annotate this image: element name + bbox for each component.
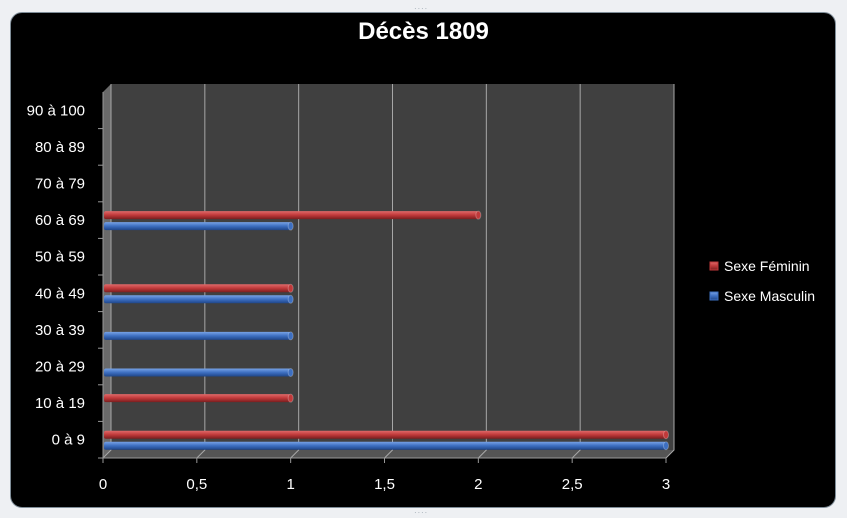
gridline [665, 84, 675, 459]
bar [104, 430, 666, 439]
y-tick-label: 60 à 69 [35, 212, 85, 229]
plot-side-wall [103, 84, 111, 458]
gridline [477, 84, 487, 459]
bar [104, 211, 479, 220]
gridline [384, 84, 393, 459]
bar-cap [287, 283, 294, 293]
y-tick-label: 0 à 9 [52, 432, 85, 449]
y-tick-label: 40 à 49 [35, 285, 85, 302]
y-tick-label: 20 à 29 [35, 359, 85, 376]
bar [104, 284, 291, 293]
bar-cap [287, 368, 294, 377]
bar-cap [287, 221, 294, 231]
resize-handle-bottom[interactable]: ∙∙∙∙ [414, 507, 429, 517]
bar-cap [663, 441, 669, 451]
x-tick-label: 1 [286, 476, 294, 493]
y-tick-label: 90 à 100 [27, 102, 85, 119]
x-tick-label: 1,5 [374, 476, 395, 493]
legend-swatch [709, 261, 719, 271]
x-tick-label: 2,5 [562, 476, 583, 493]
gridline [290, 84, 300, 459]
bar-cap [663, 430, 669, 440]
gridline [571, 84, 581, 459]
legend-label: Sexe Masculin [724, 288, 815, 304]
x-tick-label: 3 [662, 476, 670, 493]
bar-cap [287, 294, 294, 304]
y-tick-label: 10 à 19 [35, 395, 85, 412]
y-tick-label: 80 à 89 [35, 139, 85, 156]
bar [104, 394, 291, 403]
gridline [102, 84, 112, 459]
x-tick-label: 0 [99, 476, 107, 493]
bar [104, 368, 291, 377]
chart-title: Décès 1809 [358, 18, 489, 45]
bar-cap [287, 331, 294, 341]
bar-cap [475, 210, 482, 220]
bar [104, 331, 291, 340]
gridline [196, 84, 206, 459]
y-tick-label: 50 à 59 [35, 249, 85, 266]
bar [104, 441, 666, 450]
x-tick-label: 0,5 [186, 476, 207, 493]
bar [104, 295, 291, 304]
y-tick-label: 30 à 39 [35, 322, 85, 339]
bar [104, 222, 291, 231]
bar-cap [287, 393, 294, 403]
legend-label: Sexe Féminin [724, 258, 810, 274]
y-tick-label: 70 à 79 [35, 176, 85, 193]
legend-swatch [709, 291, 719, 301]
resize-handle-top[interactable]: ∙∙∙∙ [414, 3, 429, 13]
x-tick-label: 2 [474, 476, 482, 493]
